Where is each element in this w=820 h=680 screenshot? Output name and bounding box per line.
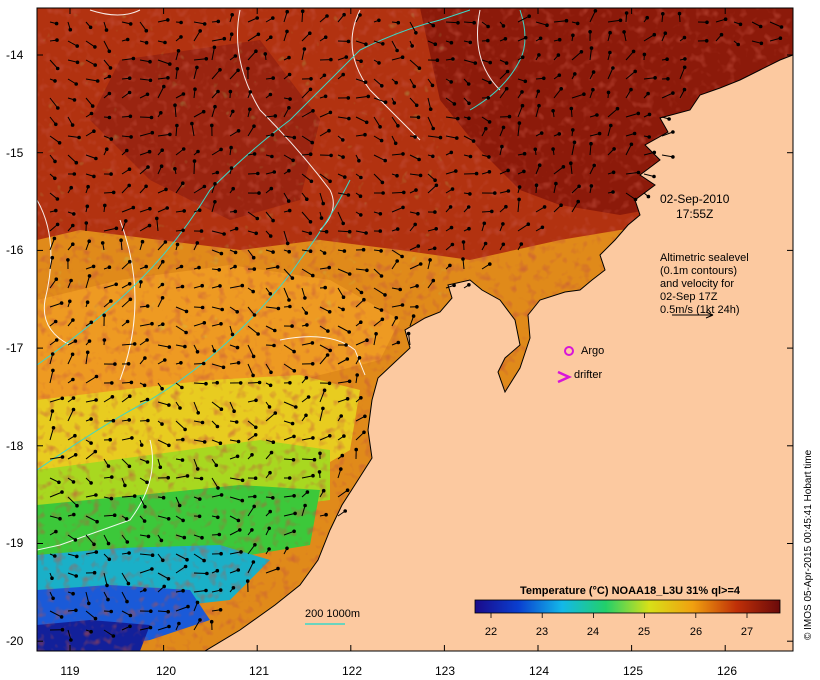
velocity-arrows — [49, 9, 784, 642]
lat-tick-label: -14 — [6, 48, 24, 62]
colorbar-tick-label: 22 — [484, 626, 498, 638]
colorbar-title: Temperature (°C) NOAA18_L3U 31% ql>=4 — [520, 585, 740, 597]
colorbar-tick-label: 25 — [637, 626, 651, 638]
time-text: 17:55Z — [676, 207, 714, 221]
land — [204, 8, 793, 651]
alti-line: 0.5m/s (1kt 24h) — [660, 304, 740, 316]
lat-tick-label: -19 — [6, 536, 24, 550]
colorbar-tick-label: 26 — [689, 626, 703, 638]
credit-text: © IMOS 05-Apr-2015 00:45:41 Hobart time — [803, 449, 814, 640]
map-frame — [36, 7, 794, 652]
lon-tick-label: 122 — [341, 664, 363, 678]
colorbar-tick-label: 24 — [586, 626, 600, 638]
lat-tick-label: -16 — [6, 243, 24, 257]
isobath-label: 200 1000m — [305, 608, 361, 620]
alti-line: 02-Sep 17Z — [660, 291, 718, 303]
altimetry-legend: Altimetric sealevel (0.1m contours) and … — [660, 252, 749, 317]
colorbar-tick-label: 23 — [535, 626, 549, 638]
date-text: 02-Sep-2010 — [660, 192, 730, 206]
alti-line: Altimetric sealevel — [660, 252, 749, 264]
colorbar-tick-label: 27 — [740, 626, 754, 638]
lat-tick-label: -18 — [6, 439, 24, 453]
lat-tick-label: -20 — [6, 634, 24, 648]
lon-tick-label: 124 — [528, 664, 550, 678]
scale-arrow — [672, 311, 714, 319]
drifter-marker — [557, 370, 573, 384]
alti-line: and velocity for — [660, 278, 734, 290]
argo-label: Argo — [581, 345, 605, 357]
alti-line: (0.1m contours) — [660, 265, 738, 277]
lon-tick-label: 123 — [434, 664, 456, 678]
lat-tick-label: -17 — [6, 341, 24, 355]
lon-tick-label: 126 — [716, 664, 738, 678]
lon-tick-label: 121 — [248, 664, 270, 678]
drifter-label: drifter — [574, 369, 603, 381]
date-stamp: 02-Sep-2010 17:55Z — [660, 192, 729, 222]
lon-tick-label: 119 — [60, 664, 80, 678]
lon-tick-label: 125 — [622, 664, 644, 678]
lat-tick-label: -15 — [6, 146, 24, 160]
lon-tick-label: 120 — [155, 664, 177, 678]
colorbar — [474, 599, 781, 614]
argo-marker — [564, 346, 574, 356]
